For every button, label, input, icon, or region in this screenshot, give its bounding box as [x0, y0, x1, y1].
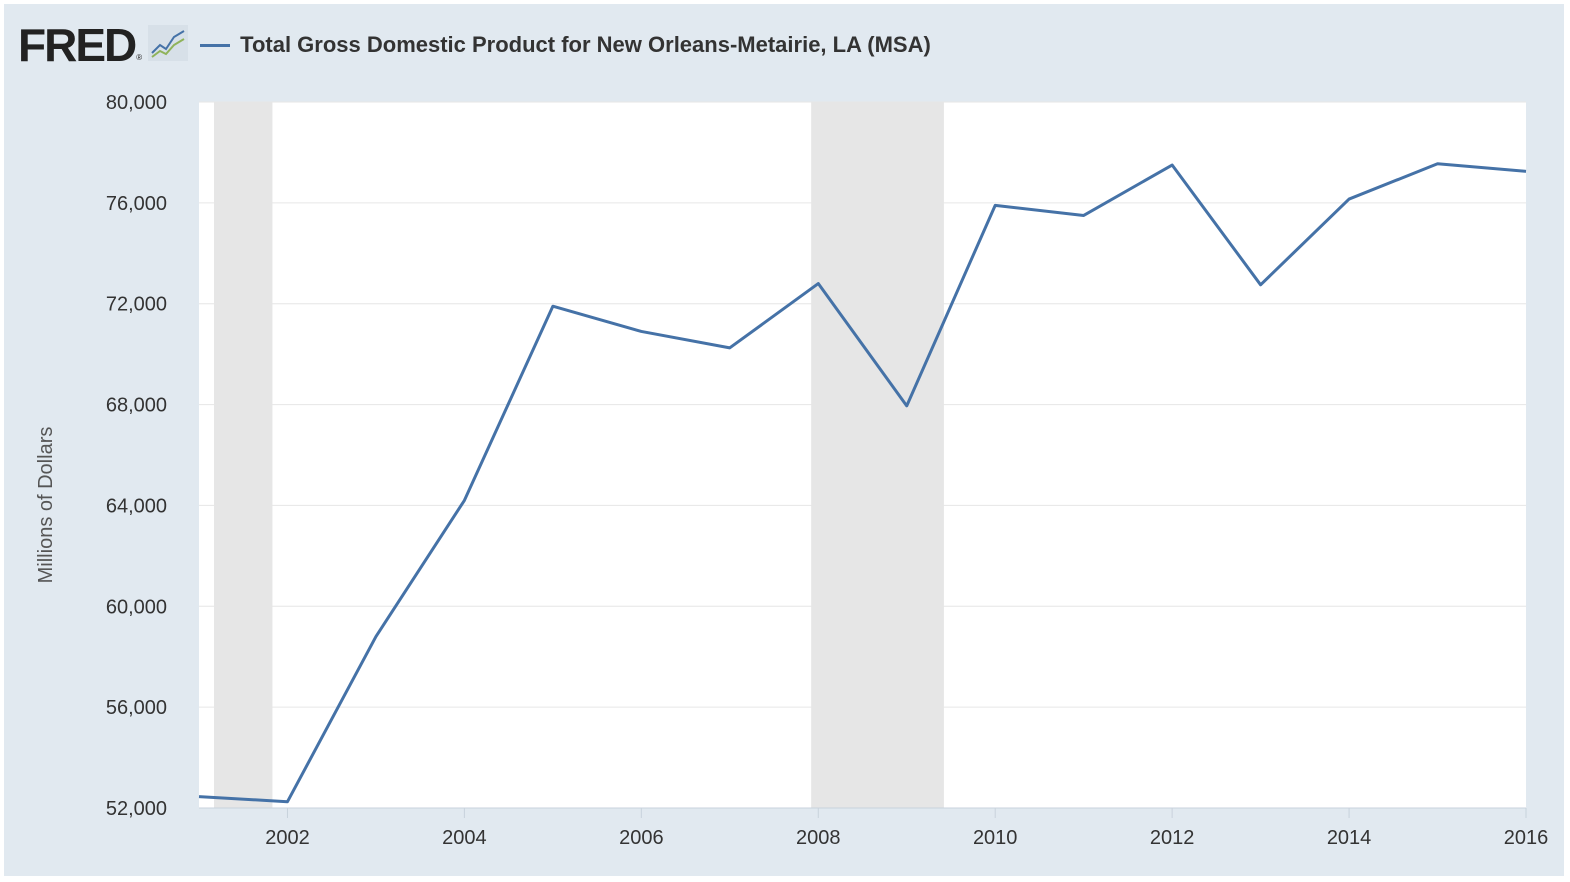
y-tick-label: 64,000 — [106, 495, 167, 517]
series-lines — [198, 162, 1527, 804]
line-graph-icon — [148, 24, 189, 66]
y-tick-label: 60,000 — [106, 596, 167, 618]
x-tick-label: 2006 — [619, 827, 664, 849]
y-tick-label: 68,000 — [106, 395, 167, 417]
y-tick-label: 72,000 — [106, 294, 167, 316]
x-tick-label: 2002 — [265, 827, 310, 849]
chart-header: FRED ® Total Gross Domestic Product for … — [18, 20, 931, 70]
y-tick-label: 52,000 — [106, 798, 167, 820]
legend-series-name: Total Gross Domestic Product for New Orl… — [240, 32, 931, 57]
x-tick-label: 2010 — [973, 827, 1018, 849]
registered-mark: ® — [136, 53, 143, 62]
x-tick-label: 2012 — [1150, 827, 1195, 849]
y-axis-label: Millions of Dollars — [35, 427, 57, 584]
x-tick-label: 2004 — [442, 827, 487, 849]
x-tick-label: 2016 — [1504, 827, 1549, 849]
grid-lines — [199, 101, 1526, 708]
y-tick-label: 80,000 — [106, 92, 167, 114]
y-tick-label: 76,000 — [106, 193, 167, 215]
legend-swatch — [200, 43, 231, 47]
axes: 52,000 56,000 60,000 64,000 68,000 72,000 76,0… — [106, 92, 1548, 849]
recession-band — [214, 102, 273, 808]
x-tick-label: 2014 — [1327, 827, 1372, 849]
series-line — [198, 162, 1527, 804]
y-tick-label: 56,000 — [106, 697, 167, 719]
fred-logo[interactable]: FRED — [18, 19, 137, 71]
recession-bands — [214, 102, 944, 808]
recession-band — [811, 102, 944, 808]
x-tick-label: 2008 — [796, 827, 841, 849]
